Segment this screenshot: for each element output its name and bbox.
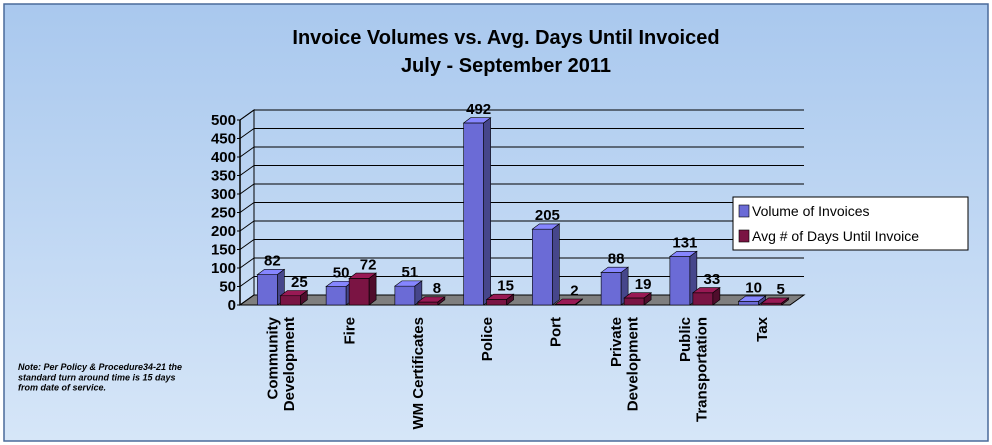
bar-side bbox=[483, 117, 491, 306]
bar-front bbox=[600, 272, 622, 306]
data-label: 72 bbox=[360, 256, 377, 273]
bar-front bbox=[532, 228, 553, 306]
grid-line bbox=[239, 146, 255, 158]
grid-line bbox=[239, 109, 255, 121]
bar bbox=[760, 297, 790, 306]
bar-side bbox=[368, 272, 377, 306]
bar-front bbox=[486, 299, 507, 306]
bar bbox=[462, 117, 492, 306]
bar-front bbox=[348, 278, 370, 306]
bar-front bbox=[692, 292, 714, 306]
y-tick-label: 200 bbox=[211, 223, 236, 240]
y-tick-label: 100 bbox=[211, 260, 236, 277]
bar-front bbox=[463, 122, 484, 306]
y-tick-label: 300 bbox=[211, 186, 236, 203]
data-label: 25 bbox=[291, 274, 308, 291]
bar-side bbox=[300, 289, 308, 306]
x-tick-label: CommunityDevelopment bbox=[264, 316, 298, 411]
data-label: 492 bbox=[466, 101, 491, 118]
bar-front bbox=[417, 301, 439, 306]
bar-side bbox=[712, 286, 721, 306]
bar bbox=[623, 292, 653, 306]
bar-side bbox=[506, 293, 514, 306]
bar-side bbox=[575, 298, 583, 306]
bar bbox=[348, 272, 378, 306]
bar-side bbox=[552, 223, 560, 306]
bar-front bbox=[669, 256, 691, 306]
grid-line bbox=[239, 183, 255, 195]
y-tick-label: 150 bbox=[211, 242, 236, 259]
x-tick-label: PublicTransportation bbox=[677, 317, 711, 422]
data-label: 82 bbox=[264, 253, 281, 270]
data-label: 33 bbox=[704, 271, 721, 288]
legend-label: Volume of Invoices bbox=[752, 203, 870, 219]
grid-line bbox=[239, 128, 255, 139]
legend-swatch bbox=[738, 204, 750, 218]
grid-line bbox=[239, 239, 255, 250]
data-label: 88 bbox=[608, 250, 625, 267]
data-label: 19 bbox=[635, 276, 652, 293]
grid-line bbox=[239, 257, 255, 269]
grid-line bbox=[239, 294, 255, 306]
x-tick-label: Police bbox=[479, 317, 496, 361]
grid-line bbox=[239, 202, 255, 213]
bar-side bbox=[758, 295, 766, 306]
data-label: 5 bbox=[776, 281, 784, 298]
data-label: 131 bbox=[672, 235, 697, 252]
y-tick-label: 500 bbox=[211, 112, 236, 129]
data-label: 15 bbox=[497, 277, 514, 294]
bar-front bbox=[325, 286, 347, 306]
data-label: 205 bbox=[535, 207, 560, 224]
data-label: 51 bbox=[402, 264, 419, 281]
bar bbox=[531, 223, 561, 306]
y-tick-label: 250 bbox=[211, 205, 236, 222]
grid-line bbox=[239, 220, 255, 232]
bar bbox=[393, 280, 423, 306]
grid-line bbox=[239, 276, 255, 287]
y-tick-label: 50 bbox=[219, 279, 236, 296]
chart-title: Invoice Volumes vs. Avg. Days Until Invo… bbox=[292, 27, 719, 49]
bar-front bbox=[257, 274, 278, 306]
legend-swatch bbox=[738, 229, 750, 243]
data-label: 2 bbox=[570, 282, 578, 299]
bar bbox=[256, 268, 286, 306]
y-tick-label: 450 bbox=[211, 131, 236, 148]
y-tick-label: 400 bbox=[211, 149, 236, 166]
bar bbox=[737, 295, 767, 306]
y-tick-label: 0 bbox=[228, 297, 236, 314]
bar-side bbox=[781, 297, 789, 306]
bar-front bbox=[623, 297, 645, 306]
bar-front bbox=[394, 285, 416, 306]
bar-side bbox=[437, 296, 446, 306]
grid-line bbox=[239, 165, 255, 176]
bar bbox=[416, 296, 446, 306]
bar-front bbox=[280, 295, 301, 306]
x-tick-label: Port bbox=[548, 317, 565, 347]
x-tick-label: PrivateDevelopment bbox=[608, 317, 642, 411]
bar bbox=[600, 266, 630, 306]
chart-subtitle: July - September 2011 bbox=[401, 55, 611, 77]
bar-front bbox=[738, 300, 759, 306]
data-label: 10 bbox=[745, 279, 762, 296]
note: Note: Per Policy & Procedure34-21 the sta… bbox=[18, 362, 182, 393]
legend-box bbox=[732, 196, 969, 251]
bar bbox=[691, 286, 721, 306]
bar bbox=[485, 293, 515, 306]
bar bbox=[554, 298, 584, 306]
legend-label: Avg # of Days Until Invoice bbox=[752, 228, 919, 244]
x-tick-label: WM Certificates bbox=[410, 317, 427, 430]
x-tick-label: Fire bbox=[341, 317, 358, 345]
y-tick-label: 350 bbox=[211, 168, 236, 185]
x-tick-label: Tax bbox=[754, 316, 771, 341]
data-label: 8 bbox=[433, 280, 441, 297]
bar bbox=[279, 289, 309, 306]
bar-side bbox=[643, 292, 652, 306]
data-label: 50 bbox=[333, 265, 350, 282]
